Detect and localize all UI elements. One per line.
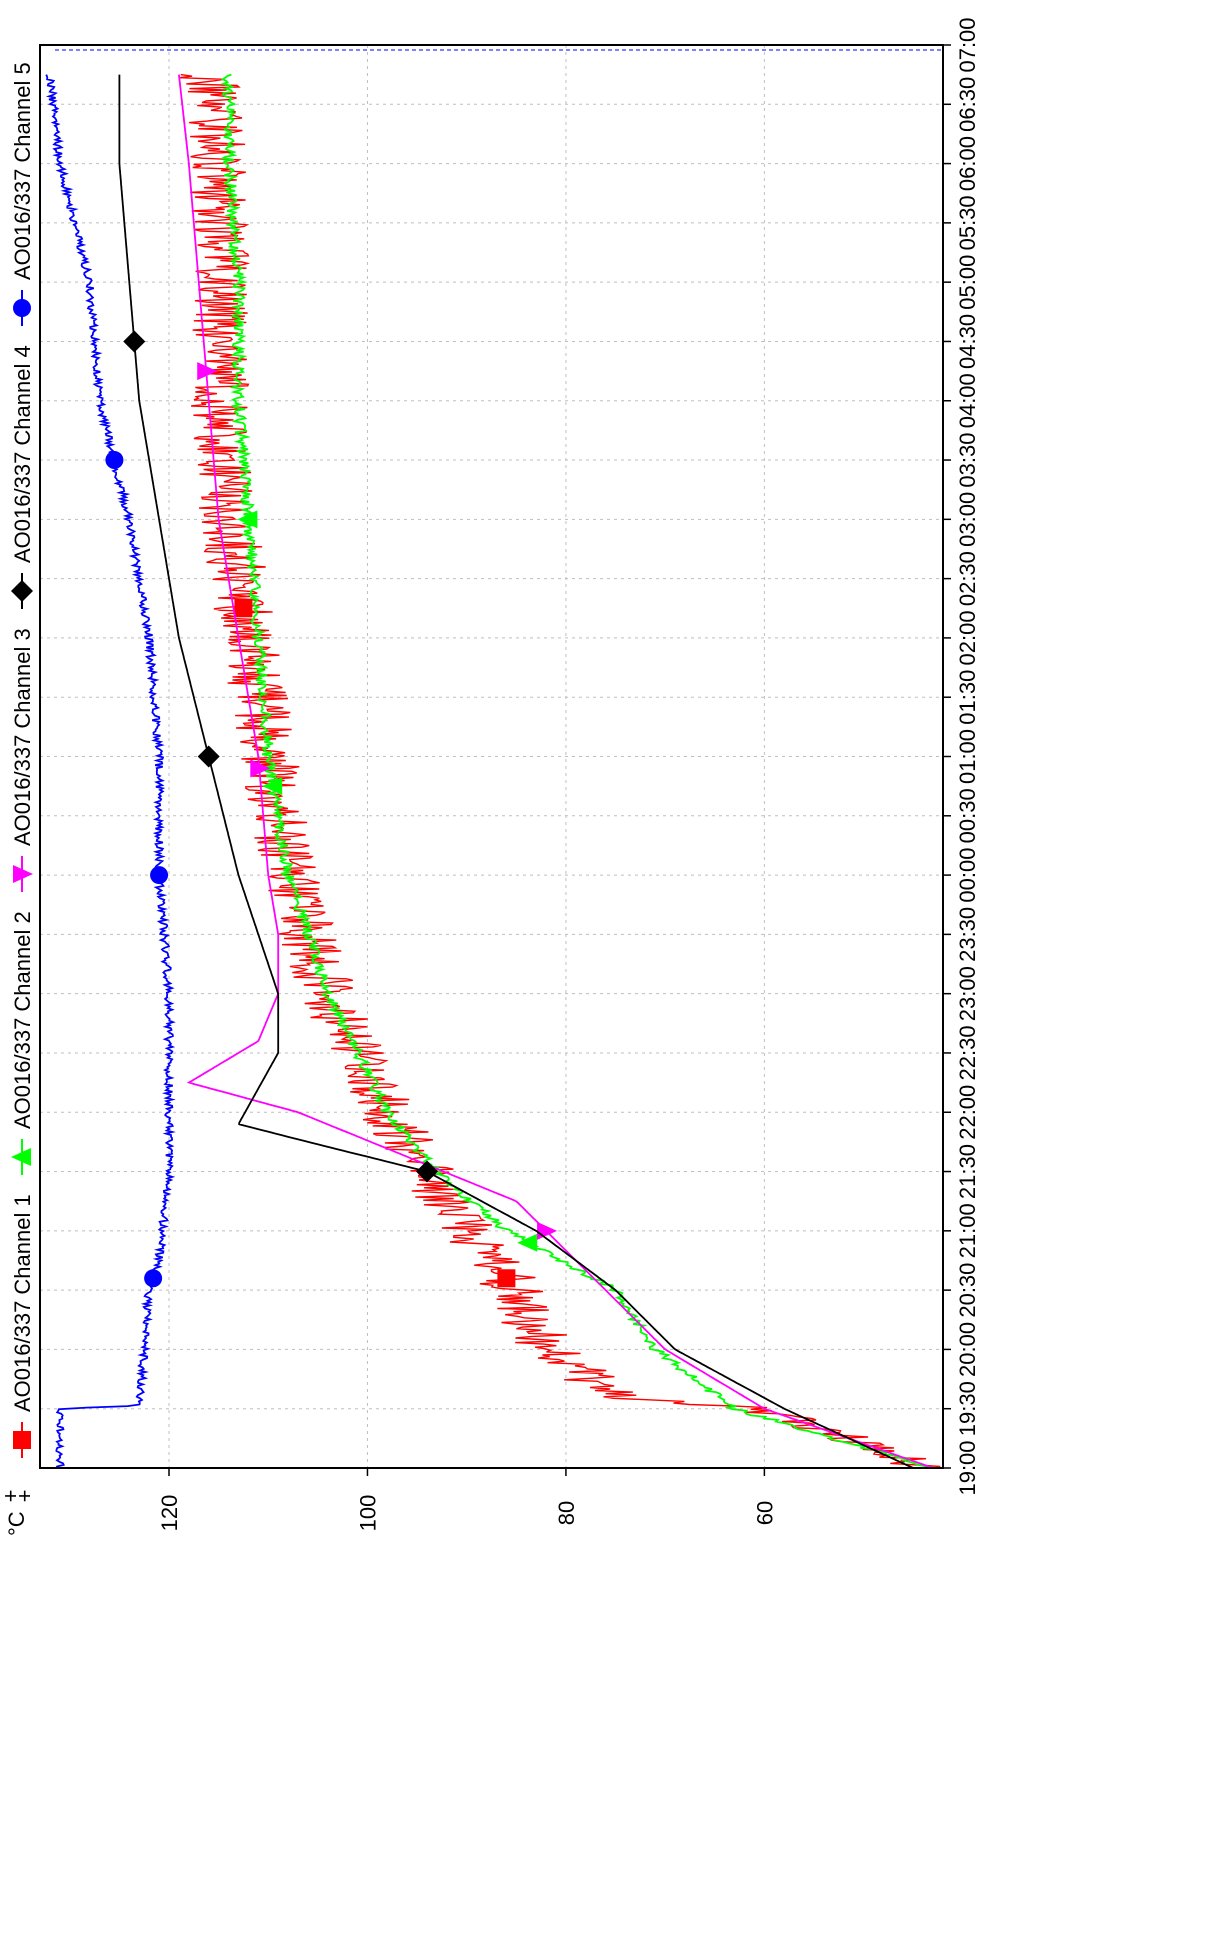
xtick-label-01:30: 01:30 xyxy=(955,670,980,725)
legend-item-channel-3: AO016/337 Channel 3 xyxy=(10,628,35,892)
xtick-label-04:30: 04:30 xyxy=(955,314,980,369)
series-channel-5 xyxy=(45,74,176,1469)
legend-marker-2 xyxy=(11,1148,31,1166)
xtick-label-07:00: 07:00 xyxy=(955,17,980,72)
legend-label-channel-2: AO016/337 Channel 2 xyxy=(10,911,35,1129)
marker-channel-5-0 xyxy=(144,1269,163,1288)
marker-channel-5-1 xyxy=(150,866,169,885)
xtick-label-05:00: 05:00 xyxy=(955,255,980,310)
axes-layer: 60 80 100 120 19:00 19:30 20:00 20:30 21:00 21:30… xyxy=(0,17,980,1536)
legend-item-channel-1: AO016/337 Channel 1 xyxy=(10,1194,35,1458)
series-line-channel-1 xyxy=(179,73,941,1469)
xtick-label-20:30: 20:30 xyxy=(955,1263,980,1318)
xtick-label-21:30: 21:30 xyxy=(955,1144,980,1199)
unit-label: °C xyxy=(4,1511,29,1536)
marker-channel-4-1 xyxy=(197,745,220,768)
legend-label-channel-1: AO016/337 Channel 1 xyxy=(10,1194,35,1412)
series-line-channel-5 xyxy=(45,74,176,1469)
marker-channel-1-1 xyxy=(234,599,253,618)
xtick-label-02:30: 02:30 xyxy=(955,551,980,606)
xtick-label-05:30: 05:30 xyxy=(955,195,980,250)
xtick-label-22:00: 22:00 xyxy=(955,1085,980,1140)
xtick-label-02:00: 02:00 xyxy=(955,610,980,665)
xtick-label-22:30: 22:30 xyxy=(955,1025,980,1080)
marker-channel-4-2 xyxy=(123,330,146,353)
legend-marker-4 xyxy=(11,580,33,602)
xtick-label-01:00: 01:00 xyxy=(955,729,980,784)
xtick-label-19:00: 19:00 xyxy=(955,1440,980,1495)
marker-channel-4-0 xyxy=(416,1160,438,1183)
legend-item-channel-2: AO016/337 Channel 2 xyxy=(10,911,35,1175)
marker-channel-3-2 xyxy=(197,362,218,381)
series-channel-3 xyxy=(178,74,934,1469)
legend-item-channel-4: AO016/337 Channel 4 xyxy=(10,345,35,609)
legend: AO016/337 Channel 1 AO016/337 Channel 2 AO… xyxy=(10,62,35,1458)
xtick-label-00:30: 00:30 xyxy=(955,788,980,843)
xtick-label-23:30: 23:30 xyxy=(955,907,980,962)
marker-channel-1-0 xyxy=(497,1269,516,1288)
grid-lines xyxy=(40,45,943,1468)
xtick-label-03:00: 03:00 xyxy=(955,492,980,547)
series-channel-4 xyxy=(118,74,914,1469)
marker-channel-3-1 xyxy=(250,759,271,778)
xtick-label-00:00: 00:00 xyxy=(955,848,980,903)
legend-label-channel-4: AO016/337 Channel 4 xyxy=(10,345,35,563)
ytick-label-80: 80 xyxy=(554,1501,579,1525)
legend-label-channel-5: AO016/337 Channel 5 xyxy=(10,62,35,280)
legend-marker-5 xyxy=(13,299,31,317)
xtick-label-19:30: 19:30 xyxy=(955,1381,980,1436)
series-line-channel-2 xyxy=(219,73,929,1469)
xtick-label-06:00: 06:00 xyxy=(955,136,980,191)
marker-channel-2-2 xyxy=(237,510,258,529)
marker-channel-2-0 xyxy=(517,1233,538,1252)
series-channel-2 xyxy=(219,73,929,1469)
xtick-label-04:00: 04:00 xyxy=(955,373,980,428)
xtick-label-23:00: 23:00 xyxy=(955,966,980,1021)
legend-item-channel-5: AO016/337 Channel 5 xyxy=(10,62,35,326)
xtick-label-20:00: 20:00 xyxy=(955,1322,980,1377)
ytick-label-100: 100 xyxy=(355,1495,380,1532)
corner-mark-1: + xyxy=(12,1490,37,1503)
legend-marker-1 xyxy=(13,1431,31,1449)
marker-channel-5-2 xyxy=(105,451,124,470)
legend-label-channel-3: AO016/337 Channel 3 xyxy=(10,628,35,846)
legend-marker-3 xyxy=(13,865,33,883)
series-channel-1 xyxy=(179,73,941,1469)
marker-channel-2-1 xyxy=(262,777,283,796)
series-line-channel-4 xyxy=(118,74,914,1469)
ytick-label-120: 120 xyxy=(157,1495,182,1532)
xtick-label-03:30: 03:30 xyxy=(955,433,980,488)
corner-mark-0: + xyxy=(0,1490,23,1503)
xtick-label-06:30: 06:30 xyxy=(955,77,980,132)
series-layer xyxy=(45,49,943,1469)
xtick-label-21:00: 21:00 xyxy=(955,1203,980,1258)
ytick-label-60: 60 xyxy=(752,1501,777,1525)
